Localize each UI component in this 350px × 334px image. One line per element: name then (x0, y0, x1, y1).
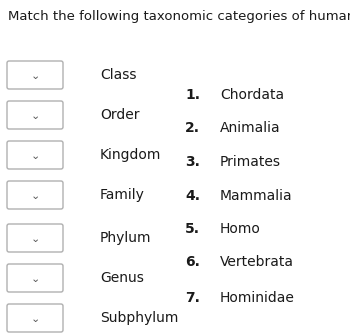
Text: ⌄: ⌄ (30, 151, 40, 161)
FancyBboxPatch shape (7, 264, 63, 292)
FancyBboxPatch shape (7, 224, 63, 252)
Text: 3.: 3. (185, 155, 200, 169)
Text: 2.: 2. (185, 121, 200, 135)
Text: Match the following taxonomic categories of humans.: Match the following taxonomic categories… (8, 10, 350, 23)
FancyBboxPatch shape (7, 181, 63, 209)
Text: ⌄: ⌄ (30, 274, 40, 284)
FancyBboxPatch shape (7, 61, 63, 89)
Text: ⌄: ⌄ (30, 191, 40, 201)
Text: Genus: Genus (100, 271, 144, 285)
Text: 4.: 4. (185, 189, 200, 203)
Text: ⌄: ⌄ (30, 234, 40, 244)
Text: Chordata: Chordata (220, 88, 284, 102)
Text: Kingdom: Kingdom (100, 148, 161, 162)
Text: 5.: 5. (185, 222, 200, 236)
Text: Mammalia: Mammalia (220, 189, 293, 203)
FancyBboxPatch shape (7, 101, 63, 129)
Text: Order: Order (100, 108, 140, 122)
Text: Class: Class (100, 68, 136, 82)
Text: Homo: Homo (220, 222, 261, 236)
Text: ⌄: ⌄ (30, 314, 40, 324)
Text: ⌄: ⌄ (30, 71, 40, 81)
Text: Family: Family (100, 188, 145, 202)
Text: 6.: 6. (185, 255, 200, 269)
Text: Phylum: Phylum (100, 231, 152, 245)
Text: Animalia: Animalia (220, 121, 281, 135)
FancyBboxPatch shape (7, 304, 63, 332)
Text: 7.: 7. (185, 291, 200, 305)
Text: Hominidae: Hominidae (220, 291, 295, 305)
Text: Vertebrata: Vertebrata (220, 255, 294, 269)
FancyBboxPatch shape (7, 141, 63, 169)
Text: Primates: Primates (220, 155, 281, 169)
Text: Subphylum: Subphylum (100, 311, 178, 325)
Text: ⌄: ⌄ (30, 111, 40, 121)
Text: 1.: 1. (185, 88, 200, 102)
